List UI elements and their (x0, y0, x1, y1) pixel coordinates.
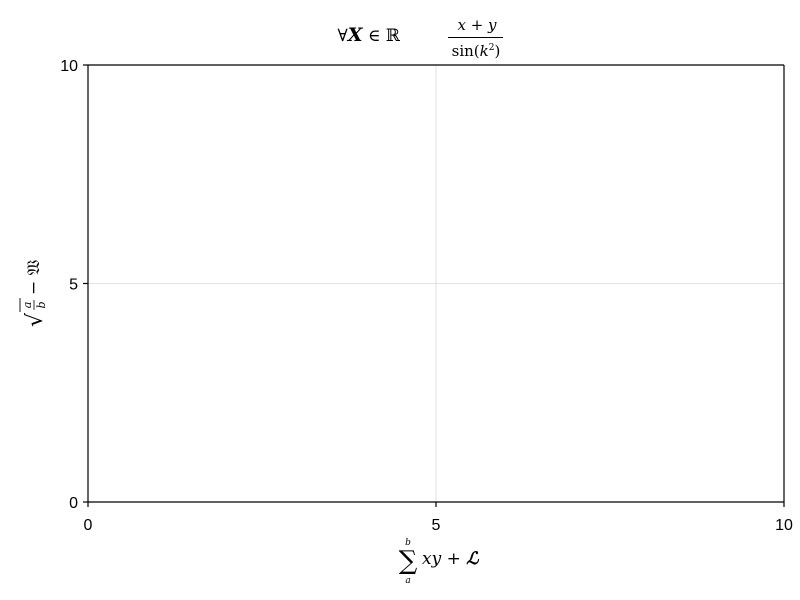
axes-frame (87, 64, 785, 503)
ylabel-rest: − 𝔚 (24, 259, 44, 295)
xlabel-sum-upper: b (405, 538, 411, 548)
x-tick-label: 0 (84, 517, 93, 534)
x-tick-label: 10 (775, 517, 793, 534)
xlabel-sum-lower: a (405, 576, 410, 586)
xlabel-sum-sign: ∑ (399, 546, 418, 576)
title-denominator: sin(k2) (452, 42, 501, 60)
x-tick-label: 5 (432, 517, 441, 534)
y-axis-label: √ a b − 𝔚 (19, 259, 48, 327)
title-numerator: x + y (457, 16, 497, 34)
x-axis-label: b ∑ a xy + ℒ (399, 538, 480, 586)
title-prefix: ∀𝑿 ∈ ℝ (337, 24, 400, 46)
ylabel-sqrt: √ (23, 312, 48, 327)
y-tick-label: 10 (60, 58, 78, 75)
ylabel-frac-num: a (21, 302, 34, 309)
y-tick-label: 0 (69, 495, 78, 512)
xlabel-body: xy + ℒ (422, 549, 479, 569)
tick-layer: 0 5 10 0 5 10 (60, 58, 793, 534)
ylabel-frac-den: b (35, 301, 48, 308)
chart-title: ∀𝑿 ∈ ℝ x + y sin(k2) (337, 16, 503, 60)
y-tick-label: 5 (69, 277, 78, 294)
